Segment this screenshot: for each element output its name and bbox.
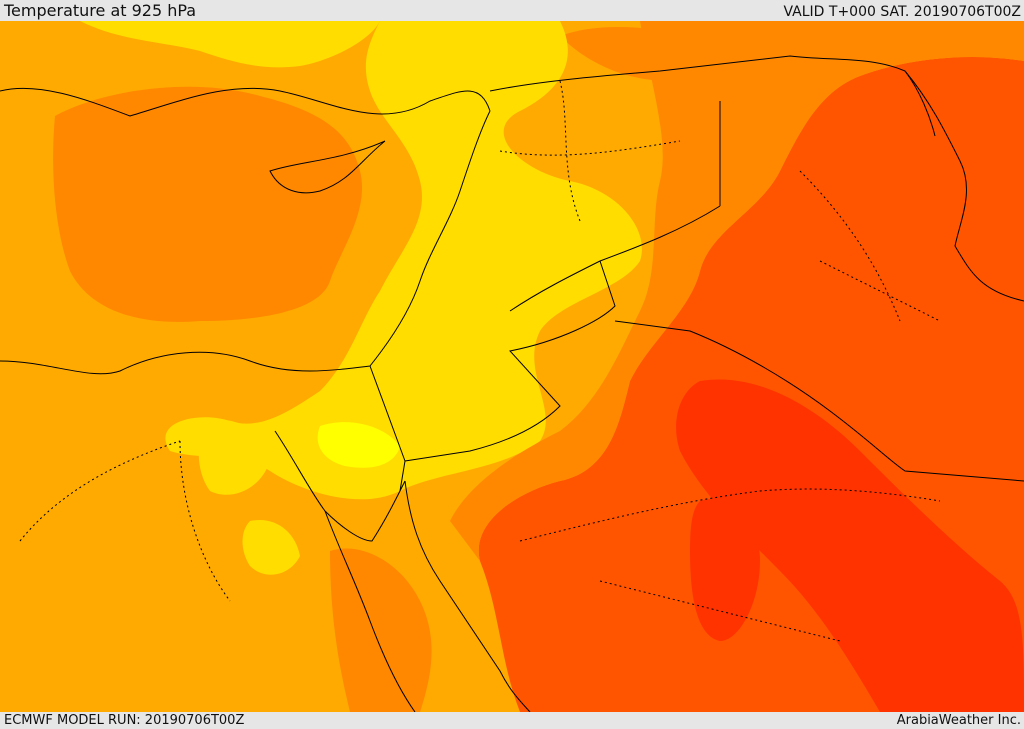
border-jordan-saudi [404, 260, 616, 462]
border-jordan-iraq [509, 101, 721, 312]
coastline-north-mediterranean [0, 87, 491, 117]
coastline-levant-egypt [0, 110, 491, 375]
province-borders [19, 80, 941, 642]
temperature-zone-bright-yellow [317, 422, 400, 468]
province-border-syria [499, 80, 681, 222]
coastline-gulf-of-suez [274, 430, 406, 542]
coastlines [0, 87, 531, 712]
temperature-zone-red-orange [676, 379, 1024, 712]
coastline-red-sea [324, 480, 531, 712]
border-egypt-israel [369, 365, 406, 492]
temperature-zone-orange-sea [53, 86, 363, 322]
country-borders [369, 55, 1024, 492]
coastline-cyprus [269, 140, 386, 194]
province-border-saudi [519, 488, 941, 642]
header-bar: Temperature at 925 hPa VALID T+000 SAT. … [0, 0, 1024, 21]
province-border-iraq [799, 170, 941, 322]
temperature-zone-orange-nile [330, 548, 432, 712]
border-iraq-iran [904, 70, 1024, 302]
temperature-zone-yellow-egypt [198, 420, 270, 495]
footer-bar: ECMWF MODEL RUN: 20190706T00Z ArabiaWeat… [0, 712, 1024, 729]
temperature-zone-red-orange-patch [690, 499, 760, 641]
temperature-map [0, 21, 1024, 712]
temperature-zone-yellow-north [80, 21, 380, 68]
temperature-zone-yellow-levant [165, 21, 642, 500]
border-saudi-iraq [614, 320, 1024, 482]
temperature-map-svg [0, 21, 1024, 712]
map-title: Temperature at 925 hPa [4, 1, 197, 20]
valid-time-label: VALID T+000 SAT. 20190706T00Z [783, 4, 1021, 20]
province-border-egypt [19, 440, 231, 602]
model-run-label: ECMWF MODEL RUN: 20190706T00Z [4, 713, 245, 728]
border-syria-iraq [489, 55, 936, 137]
temperature-zone-orange-syria [450, 21, 1024, 561]
temperature-zone-yellow-sinai [242, 520, 300, 575]
credit-label: ArabiaWeather Inc. [896, 713, 1021, 728]
